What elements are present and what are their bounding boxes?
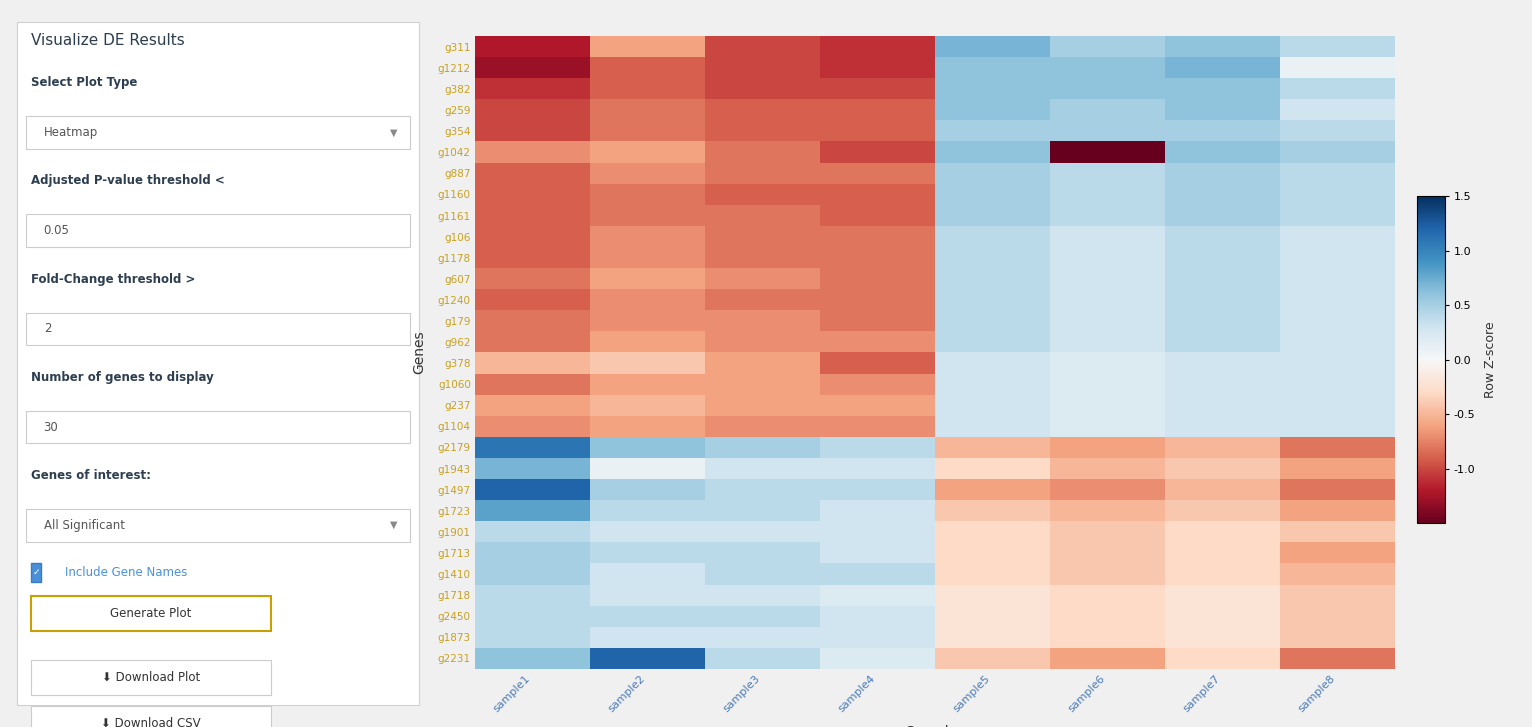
Y-axis label: Row Z-score: Row Z-score: [1483, 321, 1497, 398]
FancyBboxPatch shape: [31, 596, 271, 631]
Text: 2: 2: [43, 323, 51, 335]
FancyBboxPatch shape: [26, 116, 411, 149]
Bar: [31, 563, 41, 582]
Text: Number of genes to display: Number of genes to display: [31, 371, 213, 384]
Text: ✓: ✓: [32, 568, 40, 577]
Y-axis label: Genes: Genes: [412, 331, 426, 374]
Text: Generate Plot: Generate Plot: [110, 607, 192, 620]
FancyBboxPatch shape: [26, 411, 411, 443]
Text: Heatmap: Heatmap: [43, 126, 98, 139]
Text: Include Gene Names: Include Gene Names: [66, 566, 188, 579]
Text: 30: 30: [43, 421, 58, 433]
Text: Visualize DE Results: Visualize DE Results: [31, 33, 184, 48]
FancyBboxPatch shape: [31, 706, 271, 727]
FancyBboxPatch shape: [17, 22, 420, 705]
Text: All Significant: All Significant: [43, 519, 124, 531]
Text: Fold-Change threshold >: Fold-Change threshold >: [31, 273, 195, 286]
FancyBboxPatch shape: [26, 509, 411, 542]
Text: ⬇ Download CSV: ⬇ Download CSV: [101, 717, 201, 727]
Text: Select Plot Type: Select Plot Type: [31, 76, 136, 89]
FancyBboxPatch shape: [31, 660, 271, 695]
Text: Genes of interest:: Genes of interest:: [31, 469, 150, 482]
FancyBboxPatch shape: [26, 214, 411, 247]
Text: ▼: ▼: [389, 521, 397, 530]
FancyBboxPatch shape: [26, 313, 411, 345]
Text: ▼: ▼: [389, 128, 397, 137]
Text: Adjusted P-value threshold <: Adjusted P-value threshold <: [31, 174, 224, 188]
Text: ⬇ Download Plot: ⬇ Download Plot: [101, 671, 199, 684]
Text: 0.05: 0.05: [43, 225, 69, 237]
X-axis label: Samples: Samples: [905, 725, 964, 727]
